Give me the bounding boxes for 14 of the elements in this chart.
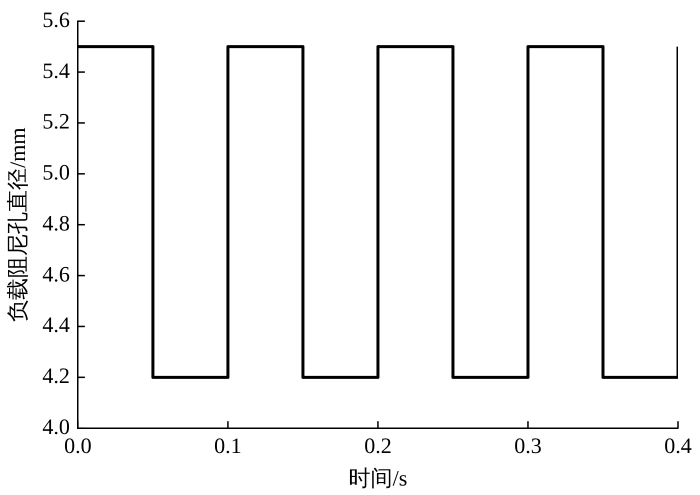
y-tick-label: 5.4 (42, 58, 70, 83)
y-tick-label: 4.4 (42, 312, 70, 338)
y-tick-label: 5.2 (42, 108, 70, 134)
y-tick-label: 4.8 (42, 210, 70, 236)
y-tick-label: 4.2 (42, 363, 70, 388)
x-axis-title: 时间/s (348, 466, 408, 491)
y-axis-title: 负载阻尼孔直径/mm (4, 128, 30, 322)
x-tick-label: 0.2 (364, 433, 392, 458)
x-tick-label: 0.1 (214, 433, 242, 458)
y-tick-label: 5.6 (42, 6, 70, 32)
y-tick-label: 5.0 (42, 160, 70, 185)
y-tick-label: 4.6 (42, 261, 70, 286)
x-tick-label: 0.3 (514, 433, 542, 458)
x-tick-label: 0.4 (664, 433, 692, 458)
